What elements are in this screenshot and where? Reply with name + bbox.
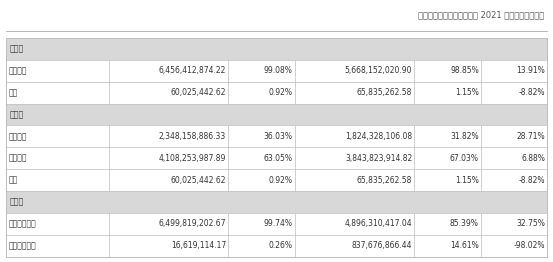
Text: 36.03%: 36.03% (264, 132, 293, 141)
Text: 99.08%: 99.08% (264, 66, 293, 75)
Text: 3,843,823,914.82: 3,843,823,914.82 (345, 154, 413, 163)
Text: 60,025,442.62: 60,025,442.62 (170, 176, 226, 185)
Text: 16,619,114.17: 16,619,114.17 (171, 241, 226, 250)
Text: 6,499,819,202.67: 6,499,819,202.67 (159, 220, 226, 228)
Text: -8.82%: -8.82% (519, 88, 545, 97)
Text: 98.85%: 98.85% (450, 66, 479, 75)
Text: 85.39%: 85.39% (450, 220, 479, 228)
Text: 0.26%: 0.26% (269, 241, 293, 250)
Text: 14.61%: 14.61% (450, 241, 479, 250)
Text: 65,835,262.58: 65,835,262.58 (357, 88, 413, 97)
Text: 13.91%: 13.91% (517, 66, 545, 75)
Text: 32.75%: 32.75% (517, 220, 545, 228)
Text: 中国大陆境内: 中国大陆境内 (9, 220, 36, 228)
Text: -98.02%: -98.02% (514, 241, 545, 250)
Text: 儿童服饰: 儿童服饰 (9, 154, 27, 163)
Text: 其他: 其他 (9, 88, 18, 97)
Text: 0.92%: 0.92% (269, 88, 293, 97)
Text: 63.05%: 63.05% (264, 154, 293, 163)
Text: 837,676,866.44: 837,676,866.44 (352, 241, 413, 250)
Text: 分行业: 分行业 (10, 45, 24, 53)
Text: 1.15%: 1.15% (455, 176, 479, 185)
Text: 中国大陆境外: 中国大陆境外 (9, 241, 36, 250)
Text: 28.71%: 28.71% (517, 132, 545, 141)
Text: 1,824,328,106.08: 1,824,328,106.08 (345, 132, 413, 141)
Text: 5,668,152,020.90: 5,668,152,020.90 (345, 66, 413, 75)
Text: 0.92%: 0.92% (269, 176, 293, 185)
Text: 65,835,262.58: 65,835,262.58 (357, 176, 413, 185)
Text: -8.82%: -8.82% (519, 176, 545, 185)
Text: 60,025,442.62: 60,025,442.62 (170, 88, 226, 97)
Text: 浙江森马服饰股份有限公司 2021 年半年度报告全文: 浙江森马服饰股份有限公司 2021 年半年度报告全文 (419, 10, 545, 19)
Text: 31.82%: 31.82% (450, 132, 479, 141)
Text: 休闲服饰: 休闲服饰 (9, 132, 27, 141)
Text: 99.74%: 99.74% (264, 220, 293, 228)
Text: 67.03%: 67.03% (450, 154, 479, 163)
Text: 分产品: 分产品 (10, 110, 24, 119)
Text: 服装行业: 服装行业 (9, 66, 27, 75)
Text: 其他: 其他 (9, 176, 18, 185)
Text: 分地区: 分地区 (10, 198, 24, 206)
Text: 2,348,158,886.33: 2,348,158,886.33 (159, 132, 226, 141)
Text: 4,896,310,417.04: 4,896,310,417.04 (345, 220, 413, 228)
Text: 6,456,412,874.22: 6,456,412,874.22 (159, 66, 226, 75)
Text: 1.15%: 1.15% (455, 88, 479, 97)
Text: 4,108,253,987.89: 4,108,253,987.89 (159, 154, 226, 163)
Text: 6.88%: 6.88% (521, 154, 545, 163)
